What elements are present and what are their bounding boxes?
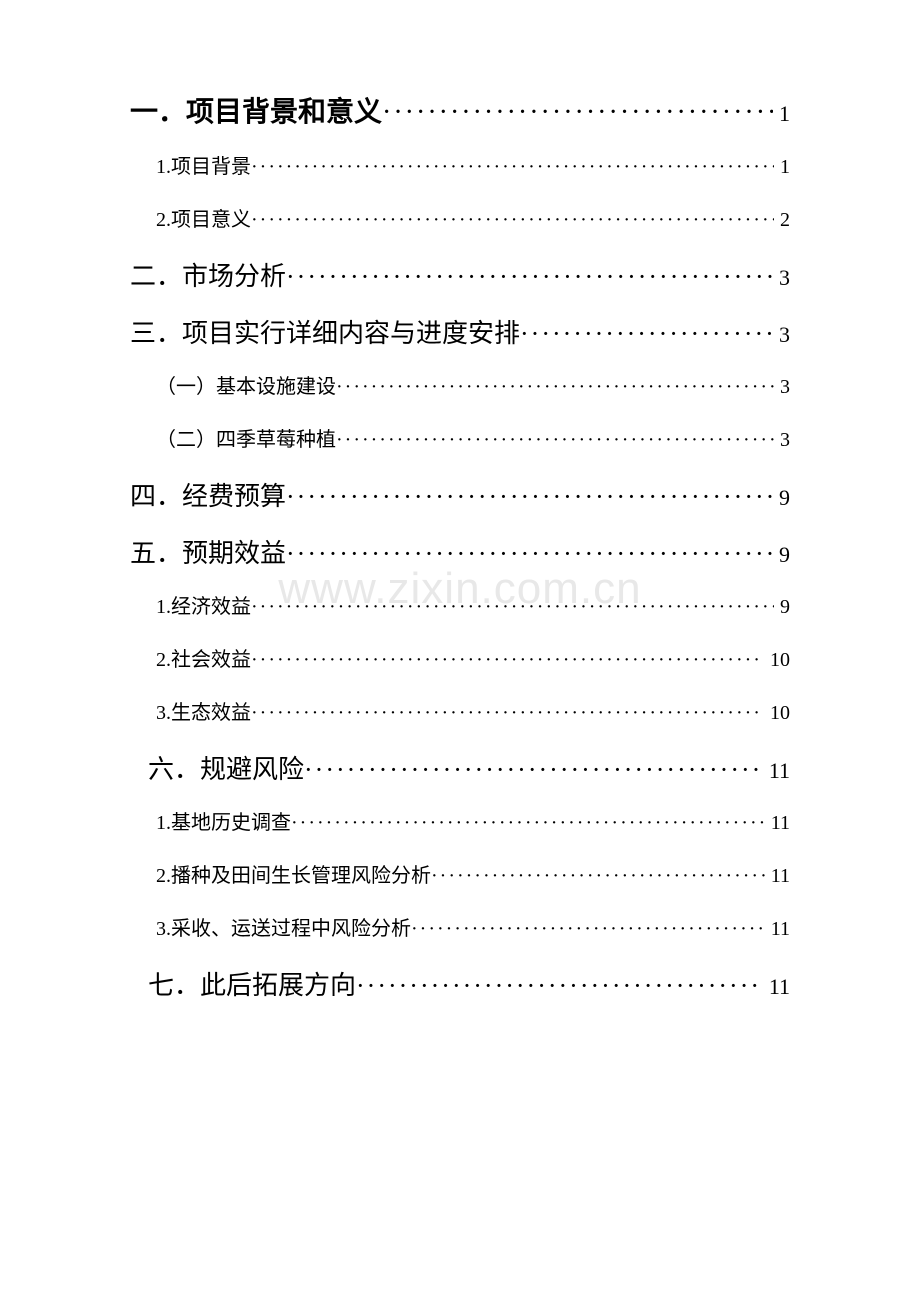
toc-label: 3.采收、运送过程中风险分析	[156, 912, 411, 941]
toc-entry: 六．规避风险··································…	[130, 749, 790, 786]
toc-page-number: 3	[773, 265, 790, 291]
toc-leader: ········································…	[251, 702, 764, 725]
toc-container: 一．项目背景和意义·······························…	[130, 90, 790, 1002]
toc-label: 一．项目背景和意义	[130, 90, 382, 130]
toc-entry: （一）基本设施建设·······························…	[130, 370, 790, 399]
toc-page-number: 3	[774, 429, 790, 452]
toc-label: 2.项目意义	[156, 203, 251, 232]
toc-label: 三．项目实行详细内容与进度安排	[130, 313, 520, 350]
toc-label: （二）四季草莓种植	[156, 423, 336, 452]
toc-entry: 3.采收、运送过程中风险分析··························…	[130, 912, 790, 941]
toc-page-number: 9	[773, 542, 790, 568]
toc-entry: 3.生态效益··································…	[130, 696, 790, 725]
toc-leader: ········································…	[286, 482, 773, 512]
toc-page-number: 3	[774, 376, 790, 399]
toc-label: 2.社会效益	[156, 643, 251, 672]
toc-leader: ········································…	[251, 649, 764, 672]
toc-label: （一）基本设施建设	[156, 370, 336, 399]
toc-page-number: 11	[765, 865, 790, 888]
toc-page-number: 1	[774, 156, 790, 179]
toc-page-number: 11	[765, 812, 790, 835]
toc-entry: 1.基地历史调查································…	[130, 806, 790, 835]
toc-label: 二．市场分析	[130, 256, 286, 293]
toc-entry: 1.项目背景··································…	[130, 150, 790, 179]
toc-label: 1.经济效益	[156, 590, 251, 619]
toc-label: 五．预期效益	[130, 533, 286, 570]
toc-entry: 三．项目实行详细内容与进度安排·························…	[130, 313, 790, 350]
toc-page-number: 9	[774, 596, 790, 619]
toc-label: 1.基地历史调查	[156, 806, 291, 835]
toc-entry: 二．市场分析··································…	[130, 256, 790, 293]
toc-page-number: 10	[764, 702, 790, 725]
toc-leader: ········································…	[291, 812, 765, 835]
toc-page-number: 11	[765, 918, 790, 941]
toc-page-number: 11	[763, 758, 790, 784]
toc-entry: （二）四季草莓种植·······························…	[130, 423, 790, 452]
toc-leader: ········································…	[304, 755, 763, 785]
toc-leader: ········································…	[520, 319, 773, 349]
toc-label: 七．此后拓展方向	[148, 965, 356, 1002]
toc-entry: 2.社会效益··································…	[130, 643, 790, 672]
toc-label: 六．规避风险	[148, 749, 304, 786]
toc-page-number: 11	[763, 974, 790, 1000]
toc-leader: ········································…	[431, 865, 765, 888]
toc-leader: ········································…	[251, 156, 774, 179]
toc-page-number: 2	[774, 209, 790, 232]
toc-entry: 五．预期效益··································…	[130, 533, 790, 570]
toc-page-number: 1	[773, 101, 790, 127]
toc-leader: ········································…	[411, 918, 765, 941]
toc-page-number: 9	[773, 485, 790, 511]
toc-page-number: 3	[773, 322, 790, 348]
toc-entry: 2.项目意义··································…	[130, 203, 790, 232]
toc-entry: 2.播种及田间生长管理风险分析·························…	[130, 859, 790, 888]
toc-entry: 一．项目背景和意义·······························…	[130, 90, 790, 130]
toc-page-number: 10	[764, 649, 790, 672]
toc-leader: ········································…	[336, 429, 774, 452]
toc-entry: 四．经费预算··································…	[130, 476, 790, 513]
toc-leader: ········································…	[251, 209, 774, 232]
toc-leader: ········································…	[382, 97, 773, 129]
toc-leader: ········································…	[336, 376, 774, 399]
toc-leader: ········································…	[286, 539, 773, 569]
toc-label: 2.播种及田间生长管理风险分析	[156, 859, 431, 888]
toc-leader: ········································…	[286, 262, 773, 292]
toc-label: 四．经费预算	[130, 476, 286, 513]
toc-entry: 1.经济效益··································…	[130, 590, 790, 619]
toc-entry: 七．此后拓展方向································…	[130, 965, 790, 1002]
toc-page: 一．项目背景和意义·······························…	[0, 0, 920, 1002]
toc-label: 1.项目背景	[156, 150, 251, 179]
toc-leader: ········································…	[251, 596, 774, 619]
toc-label: 3.生态效益	[156, 696, 251, 725]
toc-leader: ········································…	[356, 971, 763, 1001]
